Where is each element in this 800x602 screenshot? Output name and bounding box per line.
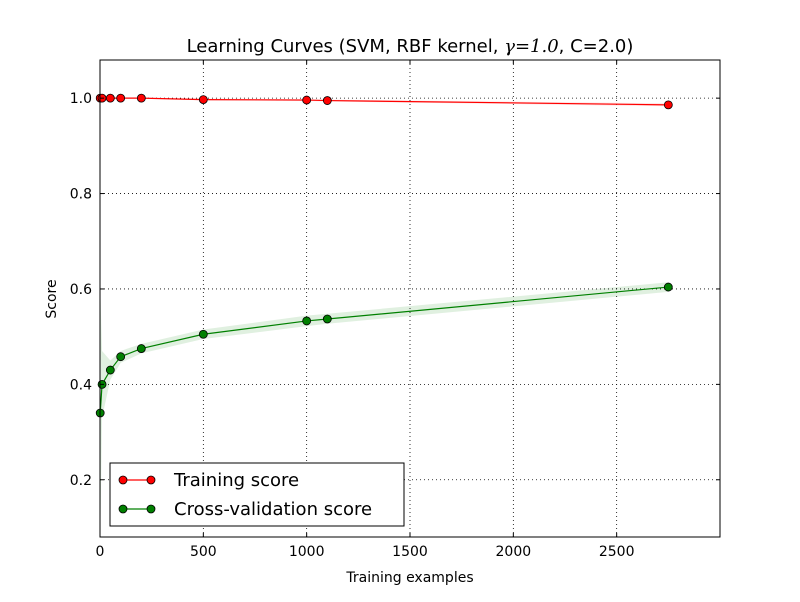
- legend-label-cv: Cross-validation score: [174, 499, 372, 520]
- y-tick-label: 0.2: [70, 473, 92, 489]
- legend: Training score Cross-validation score: [109, 462, 405, 527]
- chart-title-suffix: , C=2.0): [559, 36, 634, 57]
- point-training: [136, 93, 146, 103]
- chart-title: Learning Curves (SVM, RBF kernel, γ=1.0,…: [187, 36, 634, 57]
- y-tick-label: 0.4: [70, 377, 92, 393]
- chart-title-math: γ=1.0: [504, 36, 558, 57]
- x-tick-label: 2500: [599, 544, 635, 560]
- legend-marker-training: [118, 475, 128, 485]
- y-tick-label: 0.6: [70, 282, 92, 298]
- legend-label-training: Training score: [173, 470, 299, 491]
- x-tick-label: 1000: [289, 544, 325, 560]
- point-cv: [136, 344, 146, 353]
- point-training: [198, 95, 208, 104]
- x-tick-label: 1500: [392, 544, 428, 560]
- point-training: [116, 93, 126, 103]
- point-cv: [116, 352, 126, 362]
- point-training: [105, 93, 115, 103]
- point-training: [302, 95, 312, 105]
- y-axis-label: Score: [44, 279, 60, 318]
- point-cv: [105, 365, 115, 375]
- legend-box: [109, 462, 405, 527]
- point-cv: [322, 314, 332, 324]
- point-cv: [302, 316, 312, 326]
- x-tick-label: 500: [190, 544, 217, 560]
- point-training: [663, 100, 673, 110]
- y-tick-label: 0.8: [70, 187, 92, 203]
- point-cv: [198, 329, 208, 339]
- x-tick-label: 0: [96, 544, 105, 560]
- point-cv: [663, 282, 673, 292]
- y-tick-label: 1.0: [70, 91, 92, 107]
- x-axis-label: Training examples: [345, 570, 473, 586]
- legend-marker-cv: [146, 504, 156, 514]
- point-training: [322, 96, 332, 105]
- legend-marker-cv: [118, 504, 128, 514]
- chart-title-prefix: Learning Curves (SVM, RBF kernel,: [187, 36, 505, 57]
- x-tick-label: 2000: [496, 544, 532, 560]
- legend-marker-training: [146, 475, 156, 485]
